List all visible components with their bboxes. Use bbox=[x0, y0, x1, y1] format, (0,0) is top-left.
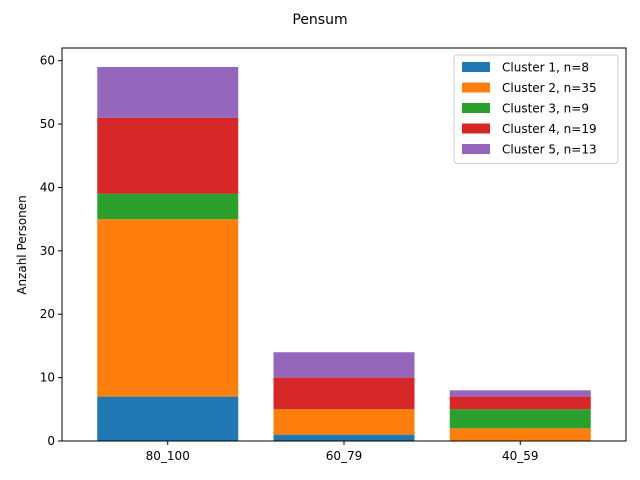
bar-80_100-series-4 bbox=[97, 117, 239, 194]
x-axis: 80_100 60_79 40_59 bbox=[146, 441, 539, 463]
y-axis: 0 10 20 30 40 50 60 bbox=[40, 54, 62, 448]
bar-60_79-series-5 bbox=[273, 352, 415, 378]
legend-label: Cluster 1, n=8 bbox=[502, 61, 589, 75]
legend-label: Cluster 2, n=35 bbox=[502, 81, 597, 95]
bar-40_59-series-2 bbox=[449, 428, 591, 441]
legend-label: Cluster 4, n=19 bbox=[502, 122, 597, 136]
y-tick-label: 30 bbox=[40, 244, 55, 258]
legend-box bbox=[453, 54, 619, 164]
bars-group bbox=[97, 67, 591, 441]
chart-title: Pensum bbox=[292, 12, 347, 28]
bar-80_100-series-5 bbox=[97, 67, 239, 118]
x-tick-label: 40_59 bbox=[502, 449, 539, 463]
y-tick-label: 40 bbox=[40, 180, 55, 194]
legend-swatch bbox=[462, 144, 490, 154]
legend-swatch bbox=[462, 82, 490, 93]
y-tick-label: 20 bbox=[40, 307, 55, 321]
y-tick-label: 60 bbox=[40, 54, 55, 68]
legend-swatch bbox=[462, 103, 490, 113]
y-tick-label: 10 bbox=[40, 371, 55, 385]
y-axis-label: Anzahl Personen bbox=[15, 195, 29, 295]
legend-swatch bbox=[462, 123, 490, 134]
bar-40_59-series-5 bbox=[449, 390, 591, 397]
bar-60_79-series-4 bbox=[273, 377, 415, 410]
legend: Cluster 1, n=8 Cluster 2, n=35 Cluster 3, … bbox=[453, 54, 619, 164]
legend-label: Cluster 3, n=9 bbox=[502, 102, 589, 116]
legend-label: Cluster 5, n=13 bbox=[502, 143, 597, 157]
x-tick-label: 80_100 bbox=[146, 449, 190, 463]
bar-40_59-series-3 bbox=[449, 409, 591, 429]
x-tick-label: 60_79 bbox=[326, 449, 363, 463]
y-tick-label: 0 bbox=[47, 434, 55, 448]
bar-60_79-series-2 bbox=[273, 409, 415, 435]
bar-40_59-series-4 bbox=[449, 396, 591, 410]
bar-80_100-series-1 bbox=[97, 396, 239, 441]
y-tick-label: 50 bbox=[40, 117, 55, 131]
bar-80_100-series-2 bbox=[97, 219, 239, 397]
legend-swatch bbox=[462, 62, 490, 72]
bar-80_100-series-3 bbox=[97, 193, 239, 220]
bar-60_79-series-1 bbox=[273, 434, 415, 441]
